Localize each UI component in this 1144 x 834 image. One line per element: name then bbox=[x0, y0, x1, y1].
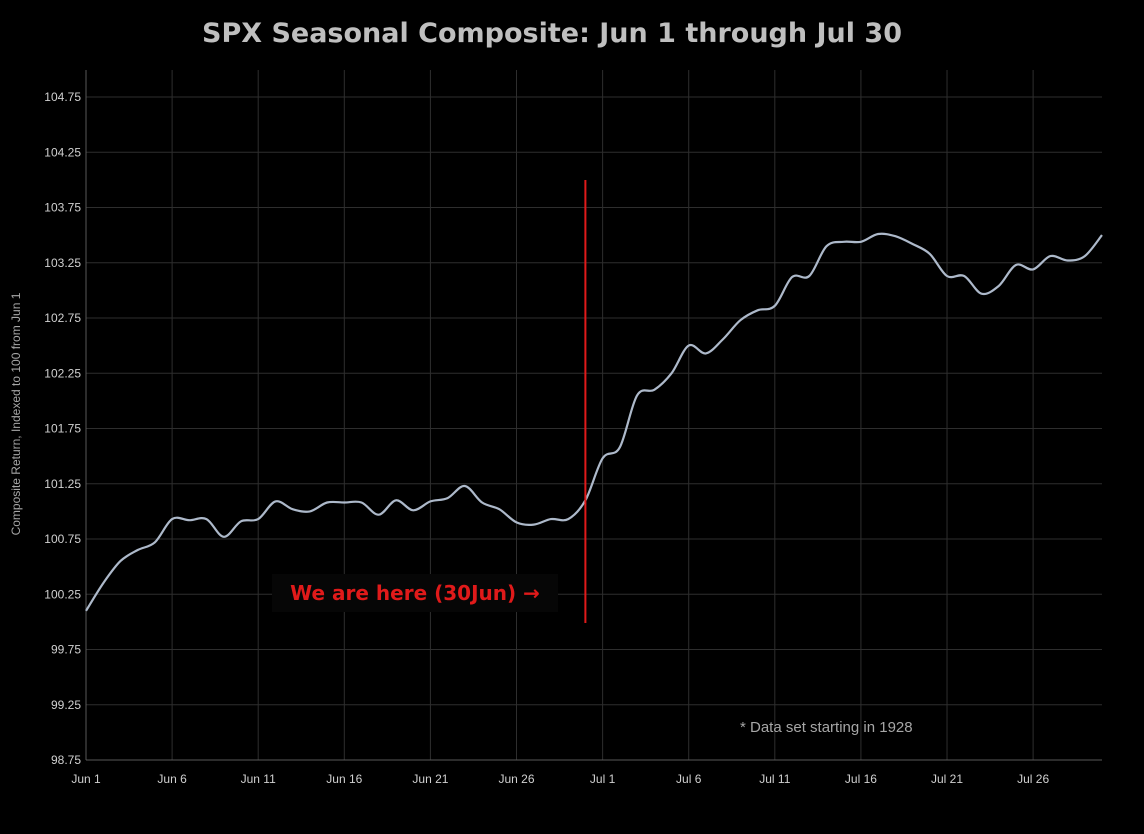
x-tick-label: Jul 11 bbox=[759, 772, 790, 786]
marker-label: We are here (30Jun) → bbox=[290, 581, 540, 605]
y-tick-label: 104.25 bbox=[44, 145, 81, 159]
y-tick-label: 102.25 bbox=[44, 366, 81, 380]
x-tick-label: Jul 21 bbox=[931, 772, 963, 786]
x-tick-label: Jun 6 bbox=[157, 772, 187, 786]
y-tick-label: 99.25 bbox=[51, 698, 81, 712]
x-tick-label: Jun 21 bbox=[412, 772, 448, 786]
y-tick-label: 98.75 bbox=[51, 753, 81, 767]
y-tick-label: 101.75 bbox=[44, 422, 81, 436]
chart-title: SPX Seasonal Composite: Jun 1 through Ju… bbox=[202, 18, 902, 49]
x-tick-label: Jun 11 bbox=[241, 772, 276, 786]
x-tick-label: Jun 16 bbox=[326, 772, 362, 786]
y-tick-label: 103.75 bbox=[44, 201, 81, 215]
x-tick-label: Jul 1 bbox=[590, 772, 616, 786]
y-tick-label: 104.75 bbox=[44, 90, 81, 104]
x-tick-label: Jun 1 bbox=[71, 772, 101, 786]
x-tick-label: Jul 6 bbox=[676, 772, 702, 786]
x-tick-label: Jul 26 bbox=[1017, 772, 1049, 786]
y-tick-label: 100.25 bbox=[44, 587, 81, 601]
x-tick-label: Jun 26 bbox=[498, 772, 534, 786]
x-tick-label: Jul 16 bbox=[845, 772, 877, 786]
y-tick-label: 102.75 bbox=[44, 311, 81, 325]
marker-label-background bbox=[272, 574, 558, 612]
y-tick-label: 101.25 bbox=[44, 477, 81, 491]
y-axis-label: Composite Return, Indexed to 100 from Ju… bbox=[9, 292, 23, 535]
series-line bbox=[85, 232, 1103, 612]
y-tick-label: 100.75 bbox=[44, 532, 81, 546]
footnote: * Data set starting in 1928 bbox=[740, 719, 913, 736]
y-tick-label: 99.75 bbox=[51, 643, 81, 657]
y-tick-label: 103.25 bbox=[44, 256, 81, 270]
